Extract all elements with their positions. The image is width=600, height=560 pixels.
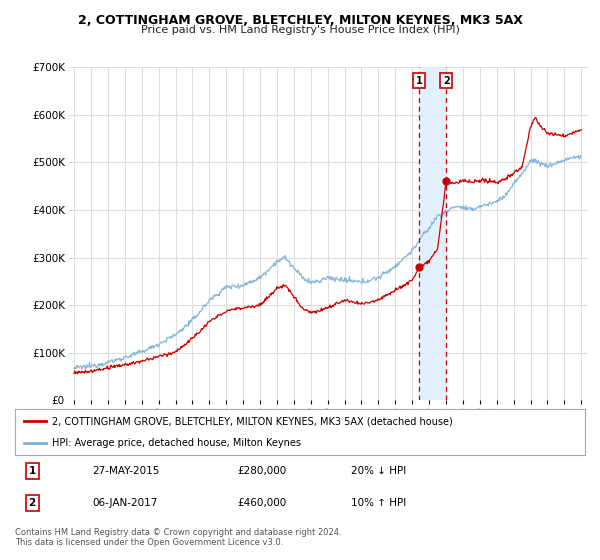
Text: 2: 2: [443, 76, 449, 86]
Text: This data is licensed under the Open Government Licence v3.0.: This data is licensed under the Open Gov…: [15, 538, 283, 547]
Text: Contains HM Land Registry data © Crown copyright and database right 2024.: Contains HM Land Registry data © Crown c…: [15, 528, 341, 536]
Text: 06-JAN-2017: 06-JAN-2017: [92, 498, 157, 508]
Text: 2: 2: [28, 498, 36, 508]
Text: 1: 1: [416, 76, 422, 86]
Text: 2, COTTINGHAM GROVE, BLETCHLEY, MILTON KEYNES, MK3 5AX: 2, COTTINGHAM GROVE, BLETCHLEY, MILTON K…: [77, 14, 523, 27]
Text: £280,000: £280,000: [238, 466, 287, 476]
Text: 1: 1: [28, 466, 36, 476]
Bar: [419, 67, 446, 400]
Text: HPI: Average price, detached house, Milton Keynes: HPI: Average price, detached house, Milt…: [52, 438, 301, 448]
Text: 10% ↑ HPI: 10% ↑ HPI: [351, 498, 407, 508]
Text: 20% ↓ HPI: 20% ↓ HPI: [351, 466, 407, 476]
Text: £460,000: £460,000: [238, 498, 287, 508]
Text: 2, COTTINGHAM GROVE, BLETCHLEY, MILTON KEYNES, MK3 5AX (detached house): 2, COTTINGHAM GROVE, BLETCHLEY, MILTON K…: [52, 416, 453, 426]
Text: Price paid vs. HM Land Registry's House Price Index (HPI): Price paid vs. HM Land Registry's House …: [140, 25, 460, 35]
Text: 27-MAY-2015: 27-MAY-2015: [92, 466, 160, 476]
